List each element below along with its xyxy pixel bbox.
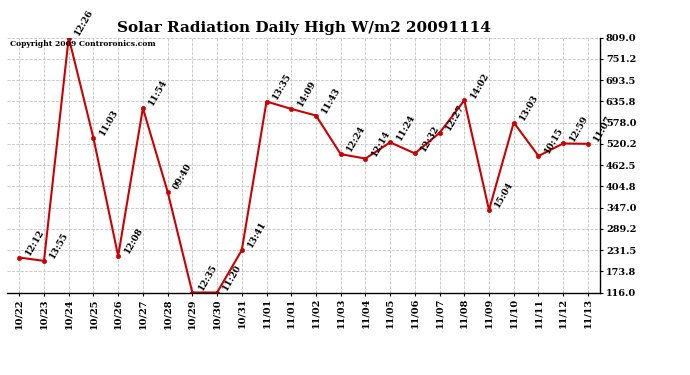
- Text: 15:04: 15:04: [493, 180, 515, 209]
- Text: 13:03: 13:03: [518, 92, 540, 122]
- Text: 14:02: 14:02: [469, 70, 491, 100]
- Text: 12:26: 12:26: [73, 8, 95, 37]
- Text: 12:59: 12:59: [567, 113, 589, 143]
- Text: 12:27: 12:27: [444, 103, 466, 132]
- Text: 14:09: 14:09: [295, 79, 317, 108]
- Text: Copyright 2009 Controronics.com: Copyright 2009 Controronics.com: [10, 40, 155, 48]
- Text: 09:40: 09:40: [172, 162, 194, 191]
- Text: 11:07: 11:07: [592, 114, 614, 143]
- Text: 13:55: 13:55: [48, 231, 70, 260]
- Text: 13:35: 13:35: [270, 71, 293, 101]
- Text: 11:20: 11:20: [221, 262, 244, 292]
- Text: 13:41: 13:41: [246, 220, 268, 249]
- Text: 12:24: 12:24: [345, 124, 367, 153]
- Text: 12:35: 12:35: [197, 262, 219, 292]
- Text: 10:15: 10:15: [542, 126, 564, 155]
- Text: 12:32: 12:32: [419, 123, 441, 153]
- Text: 12:08: 12:08: [122, 226, 144, 255]
- Text: 12:14: 12:14: [370, 128, 392, 158]
- Text: 11:24: 11:24: [394, 112, 417, 142]
- Title: Solar Radiation Daily High W/m2 20091114: Solar Radiation Daily High W/m2 20091114: [117, 21, 491, 35]
- Text: 11:54: 11:54: [147, 78, 169, 107]
- Text: 11:03: 11:03: [97, 108, 120, 137]
- Text: 12:12: 12:12: [23, 227, 46, 257]
- Text: 11:43: 11:43: [320, 85, 342, 115]
